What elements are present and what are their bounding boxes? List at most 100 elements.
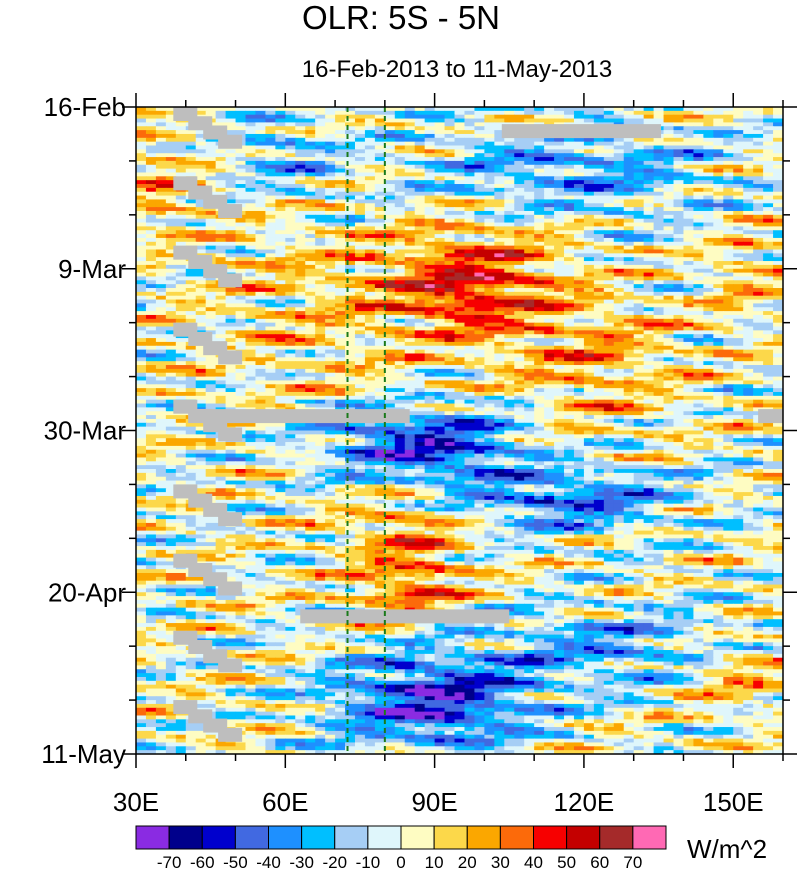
heatmap-cell — [494, 261, 505, 266]
heatmap-cell — [514, 145, 525, 150]
heatmap-cell — [514, 380, 525, 385]
heatmap-cell — [683, 391, 695, 397]
heatmap-cell — [444, 149, 456, 154]
heatmap-cell — [285, 399, 296, 405]
heatmap-cell — [753, 176, 764, 181]
heatmap-cell — [583, 184, 595, 189]
heatmap-cell — [773, 203, 783, 208]
heatmap-cell — [633, 137, 645, 143]
heatmap-cell — [613, 149, 625, 154]
heatmap-cell — [295, 226, 306, 231]
heatmap-cell — [544, 145, 555, 150]
heatmap-cell — [165, 372, 177, 378]
heatmap-cell — [265, 326, 276, 331]
heatmap-cell — [374, 157, 386, 162]
heatmap-cell — [693, 307, 704, 312]
heatmap-cell — [484, 261, 495, 266]
heatmap-cell — [354, 357, 366, 362]
heatmap-cell — [325, 149, 336, 154]
heatmap-cell — [653, 288, 665, 293]
heatmap-cell — [335, 318, 346, 324]
heatmap-cell — [265, 222, 276, 227]
heatmap-cell — [275, 164, 286, 170]
heatmap-cell — [315, 122, 326, 127]
heatmap-cell — [514, 261, 525, 266]
heatmap-cell — [733, 388, 744, 393]
heatmap-cell — [136, 230, 147, 235]
heatmap-cell — [374, 307, 386, 312]
heatmap-cell — [345, 176, 356, 181]
heatmap-cell — [394, 195, 406, 201]
heatmap-cell — [245, 210, 257, 216]
heatmap-cell — [315, 395, 326, 401]
heatmap-cell — [255, 372, 266, 378]
heatmap-cell — [653, 172, 665, 177]
heatmap-cell — [663, 157, 675, 162]
heatmap-cell — [554, 153, 565, 158]
heatmap-cell — [315, 203, 326, 208]
heatmap-cell — [185, 311, 197, 316]
heatmap-cell — [773, 137, 783, 143]
heatmap-cell — [573, 391, 585, 397]
heatmap-cell — [693, 191, 704, 197]
heatmap-cell — [633, 334, 645, 339]
heatmap-cell — [215, 257, 227, 262]
heatmap-cell — [235, 180, 247, 185]
heatmap-cell — [136, 299, 147, 305]
heatmap-cell — [265, 288, 276, 293]
heatmap-cell — [593, 311, 605, 316]
heatmap-cell — [145, 230, 157, 235]
heatmap-cell — [663, 376, 675, 382]
heatmap-cell — [155, 291, 167, 297]
heatmap-cell — [743, 330, 754, 335]
heatmap-cell — [394, 261, 406, 266]
heatmap-cell — [693, 107, 704, 112]
heatmap-cell — [265, 380, 276, 385]
heatmap-cell — [653, 307, 665, 312]
heatmap-cell — [583, 318, 595, 324]
heatmap-cell — [723, 237, 734, 243]
heatmap-cell — [464, 334, 476, 339]
heatmap-cell — [573, 153, 585, 158]
heatmap-cell — [165, 353, 177, 358]
heatmap-cell — [703, 291, 714, 297]
heatmap-cell — [175, 133, 187, 139]
heatmap-cell — [494, 291, 505, 297]
heatmap-cell — [136, 280, 147, 285]
heatmap-cell — [514, 249, 525, 254]
heatmap-cell — [763, 357, 774, 362]
heatmap-cell — [165, 326, 177, 331]
heatmap-cell — [315, 118, 326, 123]
heatmap-cell — [335, 311, 346, 316]
heatmap-cell — [743, 345, 754, 351]
heatmap-cell — [384, 284, 396, 289]
heatmap-cell — [593, 107, 605, 112]
heatmap-cell — [215, 295, 227, 301]
heatmap-cell — [623, 299, 635, 305]
heatmap-cell — [165, 149, 177, 154]
heatmap-cell — [494, 365, 505, 370]
heatmap-cell — [215, 311, 227, 316]
heatmap-cell — [524, 180, 535, 185]
heatmap-cell — [504, 357, 515, 362]
heatmap-cell — [484, 361, 495, 366]
heatmap-cell — [165, 361, 177, 366]
heatmap-cell — [683, 241, 695, 247]
heatmap-cell — [603, 284, 615, 289]
heatmap-cell — [573, 253, 585, 258]
heatmap-cell — [504, 149, 515, 154]
heatmap-cell — [335, 195, 346, 201]
heatmap-cell — [315, 280, 326, 285]
heatmap-cell — [643, 384, 655, 389]
heatmap-cell — [733, 299, 744, 305]
heatmap-cell — [573, 114, 585, 120]
heatmap-cell — [603, 195, 615, 201]
heatmap-cell — [424, 280, 436, 285]
heatmap-cell — [155, 210, 167, 216]
heatmap-cell — [633, 210, 645, 216]
heatmap-cell — [155, 118, 167, 123]
heatmap-cell — [484, 341, 495, 347]
heatmap-cell — [225, 365, 237, 370]
heatmap-cell — [404, 341, 416, 347]
heatmap-cell — [255, 307, 266, 312]
